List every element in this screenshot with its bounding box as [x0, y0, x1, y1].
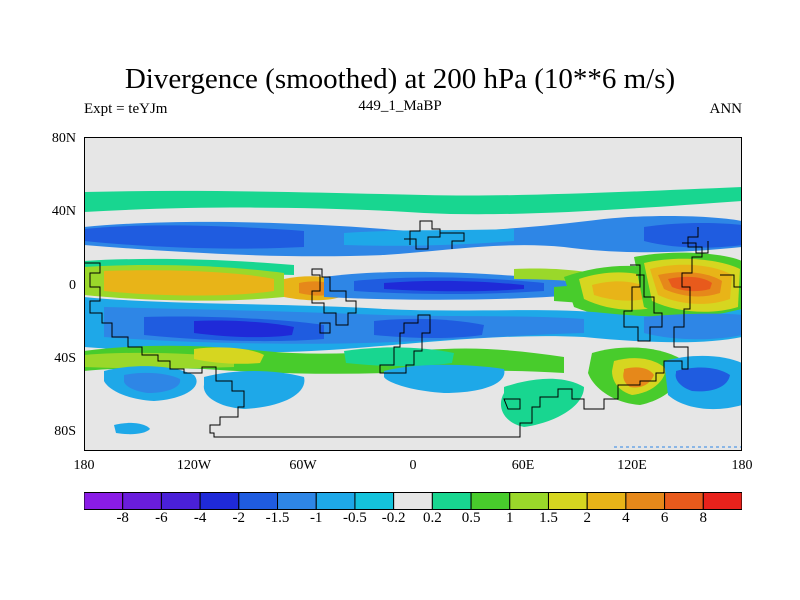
contour-fill — [124, 372, 181, 393]
contour-fill — [668, 276, 712, 292]
colorbar-label: -4 — [193, 510, 207, 526]
contour-fill — [84, 225, 304, 249]
lon-label: 0 — [409, 458, 417, 473]
lon-label: 60E — [511, 458, 535, 473]
lon-label: 120E — [617, 458, 647, 473]
colorbar — [84, 492, 742, 510]
lon-label: 180 — [73, 458, 95, 473]
colorbar-swatch — [160, 492, 201, 510]
colorbar-swatch — [431, 492, 472, 510]
colorbar-swatch — [122, 492, 162, 510]
colorbar-swatch — [509, 492, 549, 510]
contour-fill — [194, 320, 294, 338]
divergence-map — [84, 137, 742, 451]
colorbar-label: -6 — [155, 510, 168, 526]
colorbar-label: 0.5 — [461, 510, 481, 526]
colorbar-label: 2 — [583, 510, 591, 526]
lon-label: 60W — [289, 458, 317, 473]
lon-label: 180 — [731, 458, 753, 473]
contour-fill — [344, 347, 454, 366]
contour-fill — [623, 367, 654, 388]
contour-fill — [114, 422, 150, 435]
colorbar-swatch — [277, 492, 317, 510]
map-frame — [84, 137, 742, 451]
contour-fill — [384, 364, 505, 393]
contour-fill — [194, 347, 264, 364]
colorbar-label: -0.2 — [381, 510, 406, 526]
colorbar-label: -8 — [116, 510, 129, 526]
colorbar-swatch — [470, 492, 511, 510]
contour-fill — [384, 280, 524, 292]
colorbar-swatch — [547, 492, 588, 510]
colorbar-label: -0.5 — [343, 510, 367, 526]
colorbar-swatch — [625, 492, 666, 510]
contour-fill — [84, 187, 742, 215]
colorbar-label: 1.5 — [539, 510, 558, 526]
coastline-layer — [84, 220, 742, 448]
colorbar-label: 8 — [699, 510, 708, 526]
contour-fill — [644, 223, 742, 248]
lat-label: 80S — [54, 424, 76, 439]
colorbar-swatch — [199, 492, 240, 510]
colorbar-swatch — [586, 492, 627, 510]
colorbar-swatch — [393, 492, 433, 510]
colorbar-label: -2 — [232, 510, 246, 526]
case-label: 449_1_MaBP — [358, 98, 442, 114]
colorbar-swatch — [238, 492, 279, 510]
plot-title: Divergence (smoothed) at 200 hPa (10**6 … — [124, 63, 676, 95]
colorbar-swatch — [84, 492, 124, 510]
experiment-label: Expt = teYJm — [84, 101, 168, 117]
colorbar-swatch — [664, 492, 704, 510]
contour-fill — [500, 378, 584, 427]
colorbar-label: 1 — [506, 510, 514, 526]
colorbar-swatch — [354, 492, 395, 510]
colorbar-swatch — [702, 492, 742, 510]
colorbar-swatch — [315, 492, 356, 510]
lat-label: 0 — [69, 278, 76, 293]
lat-label: 80N — [51, 131, 76, 146]
colorbar-label: 4 — [622, 510, 630, 526]
contour-fill — [644, 313, 742, 340]
contour-fill — [675, 367, 730, 392]
lon-label: 120W — [176, 458, 212, 473]
contour-fill — [104, 270, 274, 296]
season-label: ANN — [709, 101, 743, 117]
contour-fill-layer — [84, 187, 742, 435]
lat-label: 40N — [51, 204, 76, 219]
lat-label: 40S — [54, 351, 76, 366]
colorbar-label: -1 — [309, 510, 323, 526]
colorbar-label: -1.5 — [265, 510, 290, 526]
colorbar-label: 6 — [660, 510, 669, 526]
colorbar-label: 0.2 — [423, 510, 442, 526]
